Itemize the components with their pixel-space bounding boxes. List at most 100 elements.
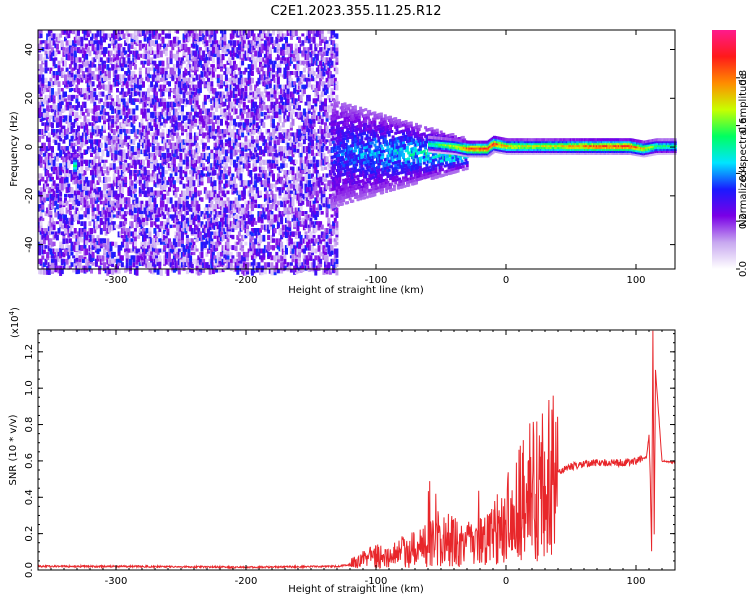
heatmap-cell [234, 139, 238, 146]
heatmap-cell [94, 67, 98, 72]
heatmap-cell [210, 33, 214, 38]
heatmap-cell [181, 77, 184, 82]
heatmap-cell [283, 67, 287, 75]
heatmap-cell [120, 262, 124, 268]
heatmap-cell [194, 197, 197, 205]
heatmap-cell [77, 152, 80, 158]
heatmap-cell [285, 180, 288, 185]
heatmap-cell [267, 129, 271, 133]
heatmap-cell [194, 166, 197, 173]
heatmap-cell [73, 50, 77, 58]
heatmap-cell [207, 248, 210, 254]
heatmap-cell [101, 30, 105, 37]
heatmap-cell [254, 60, 258, 68]
heatmap-cell [151, 245, 155, 252]
heatmap-cell [224, 74, 228, 80]
heatmap-cell [65, 248, 69, 255]
heatmap-cell [124, 101, 128, 108]
heatmap-cell [241, 234, 245, 242]
heatmap-cell [189, 88, 193, 95]
heatmap-cell [270, 269, 274, 276]
heatmap-cell [77, 231, 80, 236]
heatmap-cell [216, 241, 220, 247]
heatmap-cell [202, 33, 206, 41]
heatmap-cell [260, 180, 264, 185]
heatmap-cell [99, 91, 103, 95]
heatmap-cell [67, 149, 71, 154]
heatmap-cell [65, 53, 69, 61]
heatmap-cell [283, 132, 287, 139]
heatmap-cell [47, 204, 51, 211]
heatmap-cell [119, 231, 123, 237]
heatmap-cell [130, 183, 134, 190]
heatmap-cell [237, 122, 241, 128]
heatmap-cell [220, 187, 223, 194]
heatmap-cell [177, 94, 181, 102]
heatmap-cell [166, 108, 170, 116]
heatmap-cell [174, 187, 178, 193]
heatmap-cell [85, 176, 89, 183]
heatmap-cell [286, 231, 290, 238]
heatmap-cell [67, 224, 71, 230]
heatmap-cell [60, 40, 64, 48]
heatmap-cell [254, 91, 258, 98]
heatmap-cell [57, 187, 61, 192]
heatmap-cell [124, 241, 128, 248]
heatmap-cell [197, 36, 201, 43]
heatmap-cell [153, 258, 157, 264]
heatmap-cell [111, 200, 115, 207]
heatmap-cell [169, 53, 173, 59]
heatmap-cell [54, 248, 58, 253]
heatmap-cell [172, 132, 176, 136]
heatmap-cell [200, 159, 204, 163]
heatmap-cell [159, 91, 163, 98]
heatmap-cell [155, 101, 158, 106]
heatmap-cell [262, 135, 266, 143]
heatmap-cell [255, 81, 259, 87]
heatmap-cell [142, 251, 145, 258]
heatmap-cell [187, 204, 191, 210]
heatmap-cell [155, 204, 158, 211]
heatmap-cell [51, 221, 54, 227]
heatmap-cell [195, 152, 199, 159]
heatmap-cell [185, 269, 189, 275]
heatmap-cell [228, 207, 232, 214]
heatmap-cell [241, 204, 245, 208]
heatmap-cell [65, 152, 69, 157]
heatmap-cell [192, 36, 196, 43]
heatmap-cell [122, 122, 126, 129]
heatmap-cell [239, 36, 243, 42]
heatmap-cell [49, 204, 53, 211]
heatmap-cell [155, 183, 158, 188]
heatmap-cell [81, 71, 85, 77]
heatmap-cell [49, 176, 53, 182]
heatmap-cell [122, 238, 126, 246]
heatmap-cell [85, 190, 89, 196]
heatmap-cell [283, 183, 287, 188]
heatmap-cell [65, 33, 69, 39]
heatmap-cell [229, 265, 233, 271]
heatmap-cell [75, 269, 79, 275]
heatmap-cell [181, 115, 184, 121]
heatmap-cell [103, 207, 106, 215]
heatmap-cell [168, 115, 171, 120]
heatmap-cell [81, 135, 85, 143]
heatmap-cell [263, 88, 267, 94]
heatmap-cell [150, 207, 154, 213]
heatmap-cell [250, 228, 254, 232]
heatmap-cell [78, 57, 82, 63]
heatmap-cell [263, 193, 267, 199]
heatmap-cell [54, 231, 58, 239]
heatmap-cell [216, 47, 220, 51]
heatmap-cell [182, 183, 186, 189]
heatmap-cell [189, 204, 193, 208]
heatmap-cell [119, 57, 123, 63]
heatmap-cell [47, 241, 51, 247]
heatmap-cell [169, 156, 173, 162]
heatmap-cell [148, 40, 152, 47]
heatmap-cell [197, 180, 201, 187]
heatmap-cell [278, 50, 282, 56]
heatmap-cell [112, 180, 116, 187]
heatmap-cell [137, 207, 141, 213]
heatmap-cell [77, 88, 80, 94]
